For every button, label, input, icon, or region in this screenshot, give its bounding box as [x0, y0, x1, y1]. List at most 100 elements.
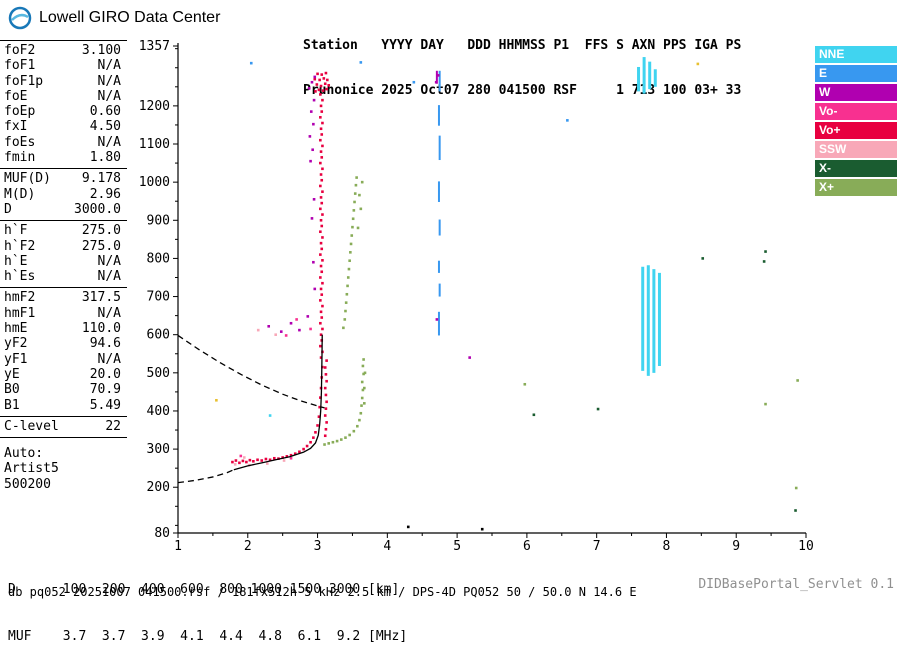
- parameter-value: 1.80: [89, 150, 121, 166]
- svg-text:1100: 1100: [139, 137, 170, 152]
- parameter-row: foEs N/A: [0, 135, 127, 150]
- parameter-value: 22: [105, 418, 121, 434]
- parameter-row: foE N/A: [0, 89, 127, 104]
- parameter-label: C-level: [4, 418, 59, 434]
- parameter-group: C-level 22: [0, 415, 127, 439]
- autoscaling-line: Artist5: [4, 461, 59, 477]
- svg-text:4: 4: [383, 539, 391, 554]
- parameter-label: h`Es: [4, 269, 36, 285]
- parameter-label: foF1p: [4, 73, 44, 89]
- parameter-value: 3.100: [81, 43, 121, 58]
- parameter-row: h`F2 275.0: [0, 239, 127, 254]
- parameter-value: N/A: [97, 58, 121, 74]
- parameter-label: foF2: [4, 43, 36, 58]
- parameter-label: fmin: [4, 150, 36, 166]
- legend-item-vo-: Vo-: [815, 103, 897, 120]
- parameter-label: yE: [4, 366, 20, 382]
- parameter-row: hmF2 317.5: [0, 290, 127, 305]
- parameter-label: D: [4, 201, 12, 217]
- parameter-value: 110.0: [81, 321, 121, 337]
- parameter-label: B0: [4, 382, 20, 398]
- parameter-row: D 3000.0: [0, 202, 127, 217]
- legend-item-x-: X-: [815, 160, 897, 177]
- parameter-value: 5.49: [89, 397, 121, 413]
- giro-logo-icon: [8, 6, 32, 30]
- profile-curves: [177, 334, 325, 484]
- parameter-value: N/A: [97, 269, 121, 285]
- legend-item-x-: X+: [815, 179, 897, 196]
- parameter-label: fxI: [4, 119, 28, 135]
- svg-text:9: 9: [732, 539, 740, 554]
- svg-text:2: 2: [244, 539, 252, 554]
- parameter-row: M(D) 2.96: [0, 187, 127, 202]
- parameter-row: foEp 0.60: [0, 104, 127, 119]
- echo-points: [215, 61, 799, 531]
- svg-text:5: 5: [453, 539, 461, 554]
- didbase-portal-page: { "header": { "brand": "Lowell GIRO Data…: [0, 6, 897, 644]
- parameter-row: foF1 N/A: [0, 58, 127, 73]
- parameter-value: 0.60: [89, 104, 121, 120]
- parameter-label: hmF2: [4, 290, 36, 306]
- brand-title: Lowell GIRO Data Center: [39, 9, 221, 26]
- parameter-panel: foF2 3.100 foF1 N/A foF1p N/A foE N/A foEp 0.60 fx…: [0, 40, 127, 492]
- svg-text:10: 10: [798, 539, 814, 554]
- parameter-value: 4.50: [89, 119, 121, 135]
- legend-item-ssw: SSW: [815, 141, 897, 158]
- parameter-value: 70.9: [89, 382, 121, 398]
- ionogram-plot: 1 2 3 4 5 6 7 8 9 10 80 200 300 400 500 600 700 800 900 100…: [139, 39, 814, 554]
- svg-text:1200: 1200: [139, 99, 170, 114]
- parameter-row: fmin 1.80: [0, 150, 127, 165]
- parameter-value: 275.0: [81, 223, 121, 239]
- status-line: db pq052 20251007 041500.rsf / 181fx512h…: [8, 585, 637, 599]
- svg-text:600: 600: [147, 328, 170, 343]
- echo-columns: [435, 57, 661, 376]
- parameter-row: foF1p N/A: [0, 74, 127, 89]
- parameter-value: N/A: [97, 351, 121, 367]
- parameter-group: MUF(D) 9.178 M(D) 2.96 D 3000.0: [0, 168, 127, 220]
- parameter-row: B0 70.9: [0, 382, 127, 397]
- legend-item-vo-: Vo+: [815, 122, 897, 139]
- parameter-value: 3000.0: [74, 201, 121, 217]
- parameter-value: N/A: [97, 88, 121, 104]
- parameter-label: M(D): [4, 186, 36, 202]
- parameter-label: foEp: [4, 104, 36, 120]
- autoscaling-line: 500200: [4, 476, 51, 492]
- parameter-row: hmF1 N/A: [0, 306, 127, 321]
- parameter-row: fxI 4.50: [0, 119, 127, 134]
- parameter-label: yF2: [4, 336, 28, 352]
- svg-text:200: 200: [147, 480, 170, 495]
- muf-row: MUF 3.7 3.7 3.9 4.1 4.4 4.8 6.1 9.2 [MHz…: [8, 628, 408, 644]
- svg-text:1000: 1000: [139, 175, 170, 190]
- svg-text:400: 400: [147, 404, 170, 419]
- station-header: Station YYYY DAY DDD HHMMSS P1 FFS S AXN…: [303, 8, 741, 113]
- parameter-row: yF1 N/A: [0, 352, 127, 367]
- parameter-row: hmE 110.0: [0, 321, 127, 336]
- legend: NNE E W Vo- Vo+ SSW X- X+: [815, 46, 897, 198]
- parameter-group: hmF2 317.5 hmF1 N/A hmE 110.0 yF2 94.6 yF1 N/A yE 2…: [0, 287, 127, 415]
- legend-item-nne: NNE: [815, 46, 897, 63]
- parameter-label: hmF1: [4, 305, 36, 321]
- parameter-row: yE 20.0: [0, 367, 127, 382]
- parameter-label: h`F: [4, 223, 28, 239]
- parameter-row: h`E N/A: [0, 254, 127, 269]
- svg-text:700: 700: [147, 290, 170, 305]
- svg-text:500: 500: [147, 366, 170, 381]
- svg-text:900: 900: [147, 213, 170, 228]
- parameter-value: 317.5: [81, 290, 121, 306]
- parameter-label: hmE: [4, 321, 28, 337]
- parameter-value: N/A: [97, 73, 121, 89]
- parameter-row: h`Es N/A: [0, 269, 127, 284]
- svg-text:300: 300: [147, 442, 170, 457]
- parameter-label: yF1: [4, 351, 28, 367]
- parameter-label: h`F2: [4, 238, 36, 254]
- svg-text:8: 8: [663, 539, 671, 554]
- svg-text:80: 80: [154, 526, 170, 541]
- parameter-label: foEs: [4, 134, 36, 150]
- parameter-value: N/A: [97, 305, 121, 321]
- legend-item-w: W: [815, 84, 897, 101]
- autoscaling-line: Auto:: [4, 446, 44, 462]
- parameter-label: foE: [4, 88, 28, 104]
- parameter-group: h`F 275.0 h`F2 275.0 h`E N/A h`Es N/A: [0, 220, 127, 287]
- svg-text:7: 7: [593, 539, 601, 554]
- parameter-value: 275.0: [81, 238, 121, 254]
